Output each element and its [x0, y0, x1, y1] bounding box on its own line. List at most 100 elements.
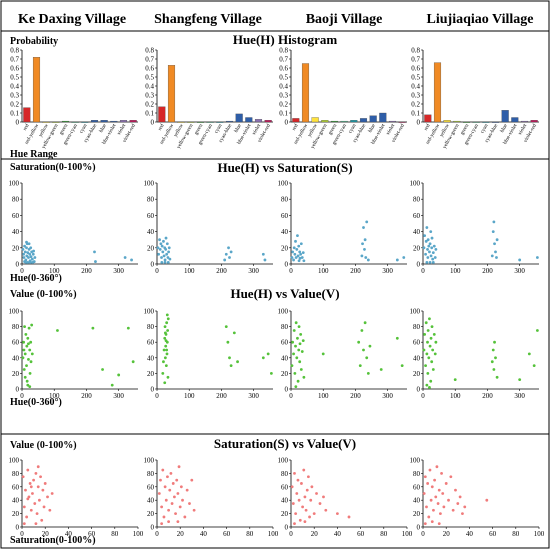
scatter-point — [305, 488, 309, 492]
y-tick-label: 0.4 — [145, 83, 154, 91]
x-tick-label: 100 — [49, 392, 60, 400]
scatter-point — [164, 236, 168, 240]
y-tick-label: 20 — [413, 244, 421, 252]
scatter-point — [228, 356, 231, 360]
scatter-point — [424, 321, 428, 325]
x-tick-label: 200 — [216, 392, 227, 400]
scatter-point — [294, 239, 297, 243]
scatter-point — [428, 250, 431, 254]
scatter-point — [535, 329, 539, 332]
scatter-point — [223, 258, 227, 262]
saturation-value-plot-3: 0 20 40 60 80 100 0 20 40 60 80 100 — [278, 457, 413, 539]
x-tick-label: 80 — [512, 530, 520, 538]
scatter-point — [360, 254, 364, 258]
scatter-point — [308, 515, 311, 519]
scatter-point — [170, 502, 174, 505]
histogram-bar — [462, 121, 471, 123]
scatter-point — [28, 482, 32, 485]
histogram-bar — [340, 120, 348, 123]
scatter-point — [310, 485, 314, 489]
scatter-point — [434, 248, 438, 251]
scatter-point — [296, 254, 300, 258]
scatter-point — [429, 336, 433, 340]
x-tick-label: 300 — [248, 267, 259, 275]
scatter-point — [166, 317, 170, 321]
category-label: blue — [98, 122, 108, 133]
scatter-point — [166, 329, 170, 332]
y-tick-label: 80 — [147, 196, 155, 204]
scatter-point — [453, 378, 457, 382]
x-tick-label: 300 — [382, 392, 393, 400]
scatter-point — [360, 329, 364, 332]
y-tick-label: 0 — [285, 386, 289, 394]
scatter-point — [36, 465, 40, 469]
scatter-point — [163, 336, 167, 340]
y-tick-label: 40 — [281, 497, 289, 505]
scatter-point — [495, 238, 499, 242]
scatter-point — [25, 240, 28, 244]
x-tick-label: 0 — [155, 267, 159, 275]
hue-value-plot-3: 0 20 40 60 80 100 0 100 200 300 — [278, 308, 407, 400]
scatter-point — [31, 260, 35, 264]
scatter-point — [302, 468, 306, 472]
scatter-point — [428, 386, 431, 389]
x-tick-label: 200 — [350, 392, 361, 400]
scatter-point — [294, 256, 298, 259]
scatter-point — [324, 508, 328, 512]
scatter-point — [532, 364, 536, 367]
x-tick-label: 60 — [88, 530, 96, 538]
y-tick-label: 20 — [281, 510, 289, 518]
y-tick-label: 0.4 — [411, 83, 420, 91]
y-tick-label: 0.1 — [10, 110, 19, 118]
y-tick-label: 60 — [281, 212, 289, 220]
scatter-point — [40, 518, 44, 522]
x-tick-label: 300 — [248, 392, 259, 400]
histogram-bar — [110, 120, 118, 123]
y-tick-label: 20 — [12, 244, 20, 252]
scatter-point — [437, 488, 441, 492]
scatter-point — [33, 502, 37, 505]
saturation-value-section-title: Saturation(S) vs Value(V) — [214, 436, 356, 451]
scatter-point — [362, 226, 365, 229]
scatter-point — [291, 502, 295, 505]
scatter-point — [431, 368, 435, 371]
y-tick-label: 80 — [12, 470, 20, 478]
histogram-bar — [196, 121, 205, 123]
scatter-point — [27, 357, 30, 361]
scatter-point — [301, 251, 305, 255]
scatter-point — [27, 342, 30, 346]
scatter-point — [25, 379, 29, 383]
scatter-point — [293, 472, 296, 475]
scatter-point — [163, 356, 167, 360]
village-header-2: Shangfeng Village — [154, 12, 262, 27]
y-tick-label: 0.2 — [10, 101, 19, 109]
category-label: violet — [251, 123, 262, 137]
scatter-point — [290, 364, 294, 367]
scatter-point — [315, 492, 318, 495]
scatter-point — [422, 348, 426, 352]
scatter-point — [28, 372, 32, 375]
y-tick-label: 100 — [9, 308, 20, 316]
y-tick-label: 0 — [417, 524, 421, 532]
scatter-point — [29, 255, 33, 259]
histogram-bar — [379, 112, 387, 123]
scatter-point — [427, 244, 431, 248]
scatter-point — [432, 244, 436, 248]
x-tick-label: 0 — [20, 530, 24, 538]
scatter-point — [433, 478, 436, 482]
scatter-point — [266, 352, 270, 356]
scatter-point — [297, 244, 301, 248]
scatter-point — [263, 258, 267, 262]
scatter-point — [302, 259, 306, 263]
scatter-point — [434, 495, 438, 499]
scatter-point — [309, 498, 313, 502]
y-tick-label: 40 — [12, 354, 20, 362]
y-tick-label: 0.5 — [279, 74, 288, 82]
scatter-point — [26, 251, 30, 255]
scatter-point — [490, 254, 494, 258]
scatter-point — [456, 502, 460, 505]
village-header-3: Baoji Village — [306, 12, 383, 27]
scatter-point — [535, 256, 539, 259]
y-tick-label: 100 — [278, 308, 289, 316]
scatter-point — [423, 475, 427, 479]
